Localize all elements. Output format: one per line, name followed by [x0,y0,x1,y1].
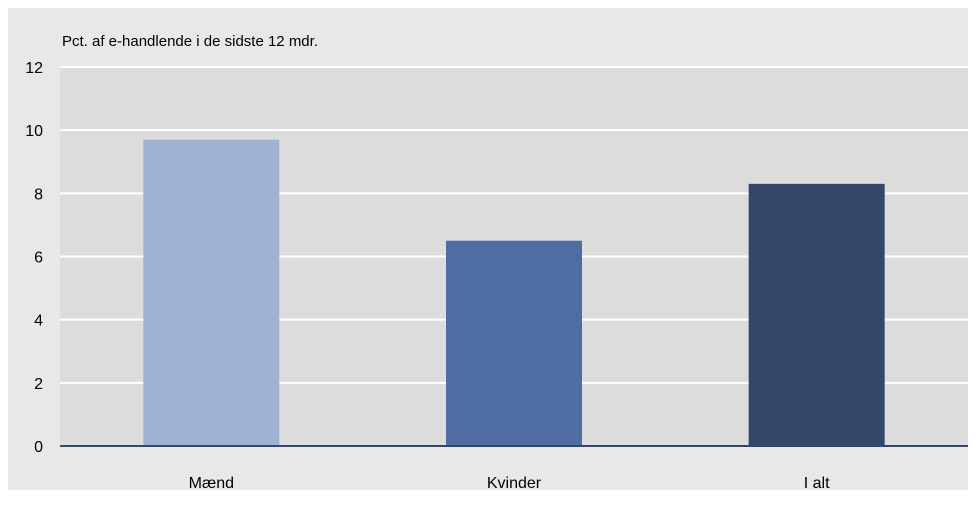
x-axis-categories: Mænd Kvinder I alt [189,475,830,492]
bar-3 [748,183,885,446]
bars [143,139,885,446]
x-category-label: Mænd [189,475,234,492]
y-tick-label: 4 [34,313,43,330]
x-category-label: I alt [804,475,830,492]
y-tick-label: 2 [34,376,43,393]
y-tick-label: 0 [34,439,43,456]
bar-2 [446,240,582,446]
x-category-label: Kvinder [487,475,542,492]
y-tick-label: 6 [34,250,43,267]
y-axis-unit-label: Pct. af e-handlende i de sidste 12 mdr. [62,33,318,50]
y-tick-label: 10 [25,123,43,140]
y-tick-label: 12 [25,60,43,77]
y-axis-ticks: 0 2 4 6 8 10 12 [25,60,43,456]
bar-1 [143,139,280,446]
y-tick-label: 8 [34,186,43,203]
